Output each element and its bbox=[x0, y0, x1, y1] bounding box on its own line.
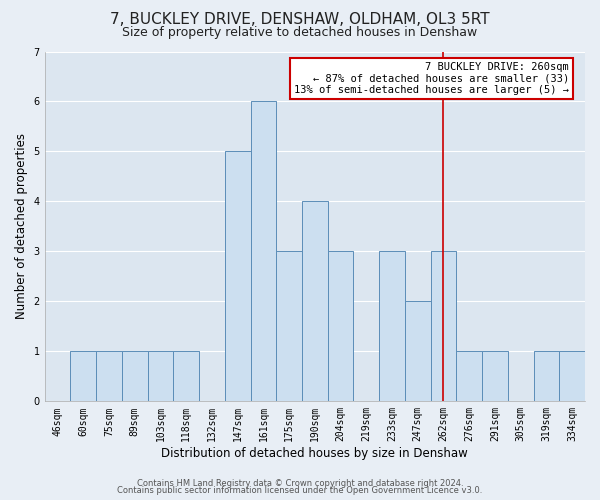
Bar bbox=[379, 252, 405, 402]
Bar bbox=[173, 352, 199, 402]
Text: Contains public sector information licensed under the Open Government Licence v3: Contains public sector information licen… bbox=[118, 486, 482, 495]
Bar bbox=[251, 102, 276, 402]
Bar bbox=[70, 352, 96, 402]
Bar bbox=[148, 352, 173, 402]
Bar bbox=[533, 352, 559, 402]
Bar bbox=[405, 302, 431, 402]
Bar bbox=[96, 352, 122, 402]
Bar bbox=[431, 252, 457, 402]
Bar bbox=[559, 352, 585, 402]
Bar bbox=[302, 202, 328, 402]
Text: Size of property relative to detached houses in Denshaw: Size of property relative to detached ho… bbox=[122, 26, 478, 39]
Bar bbox=[225, 152, 251, 402]
Text: 7 BUCKLEY DRIVE: 260sqm
← 87% of detached houses are smaller (33)
13% of semi-de: 7 BUCKLEY DRIVE: 260sqm ← 87% of detache… bbox=[294, 62, 569, 95]
Bar bbox=[276, 252, 302, 402]
Text: Contains HM Land Registry data © Crown copyright and database right 2024.: Contains HM Land Registry data © Crown c… bbox=[137, 478, 463, 488]
Bar bbox=[328, 252, 353, 402]
X-axis label: Distribution of detached houses by size in Denshaw: Distribution of detached houses by size … bbox=[161, 447, 468, 460]
Y-axis label: Number of detached properties: Number of detached properties bbox=[15, 134, 28, 320]
Bar bbox=[457, 352, 482, 402]
Bar bbox=[482, 352, 508, 402]
Text: 7, BUCKLEY DRIVE, DENSHAW, OLDHAM, OL3 5RT: 7, BUCKLEY DRIVE, DENSHAW, OLDHAM, OL3 5… bbox=[110, 12, 490, 28]
Bar bbox=[122, 352, 148, 402]
